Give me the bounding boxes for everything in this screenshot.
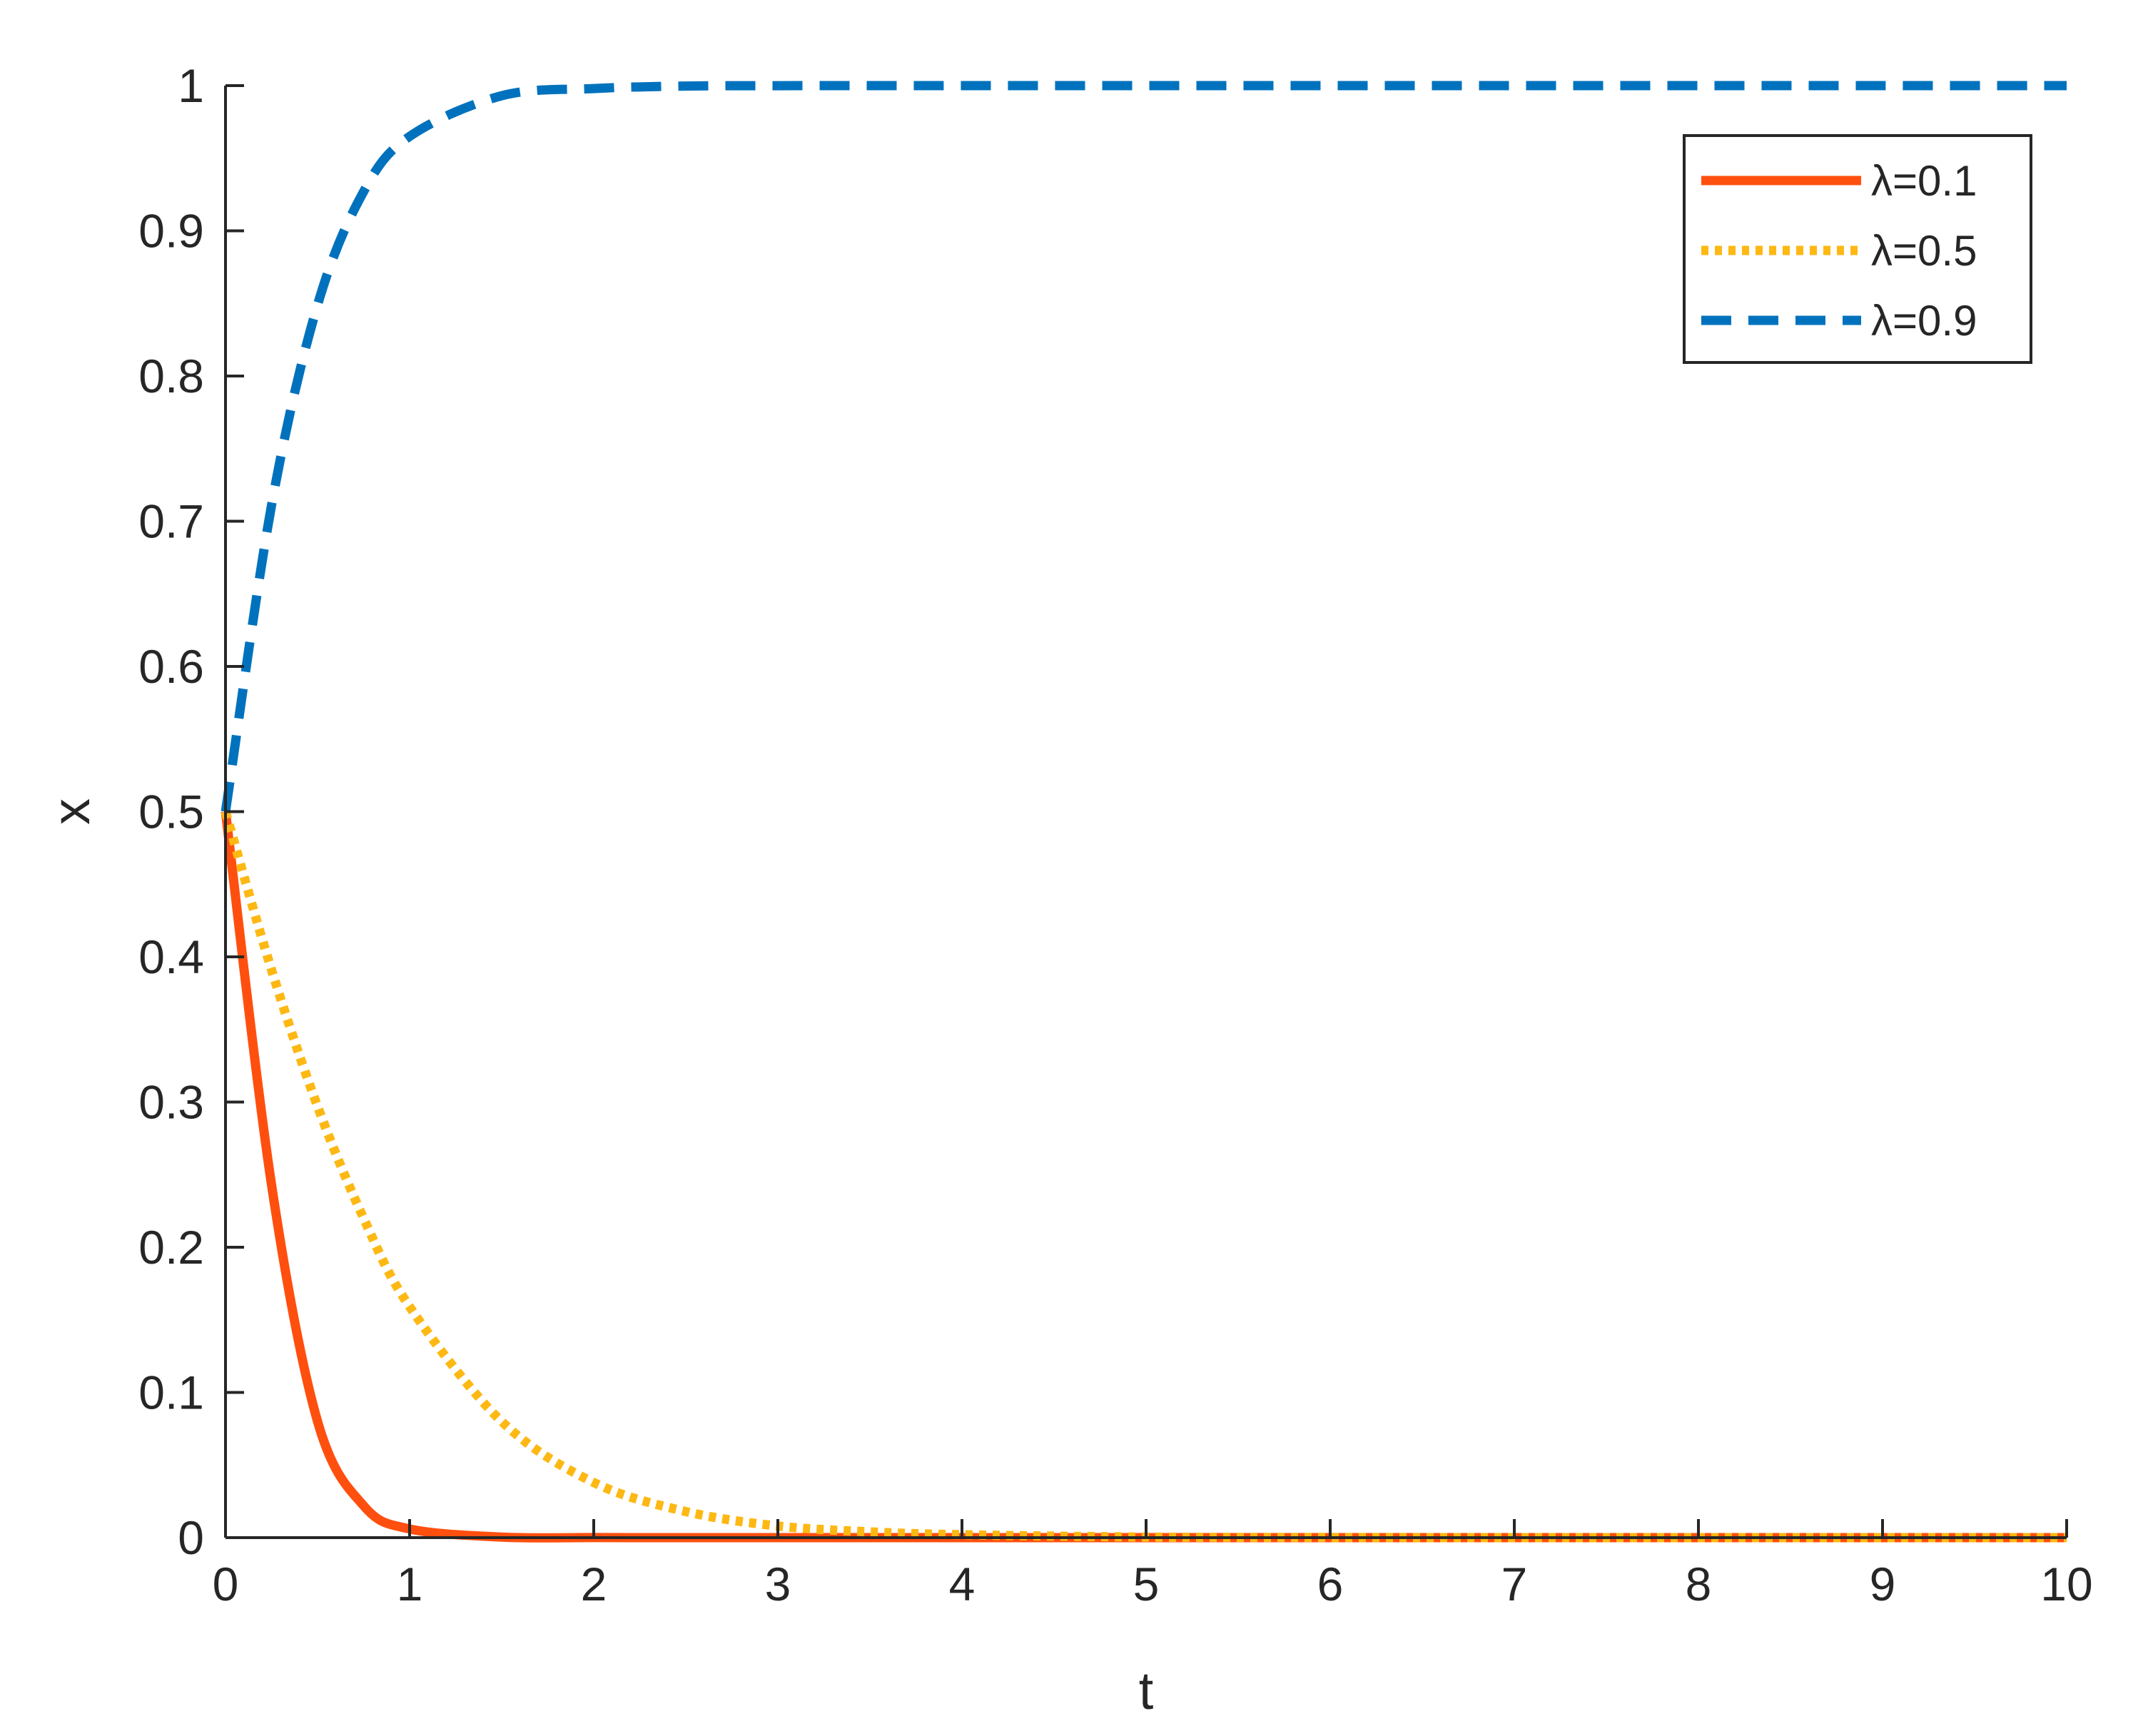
y-tick-label: 0.9 (138, 205, 204, 258)
x-tick-label: 3 (765, 1558, 791, 1610)
series-line-3 (221, 81, 2067, 813)
legend-label-1: λ=0.1 (1871, 157, 1977, 205)
x-tick-label: 8 (1686, 1558, 1712, 1610)
x-tick-label: 0 (213, 1558, 239, 1610)
x-tick-label: 2 (581, 1558, 607, 1610)
x-tick-label: 6 (1317, 1558, 1344, 1610)
x-tick-label: 5 (1133, 1558, 1160, 1610)
y-tick-label: 0.2 (138, 1221, 204, 1274)
x-axis-label: t (1139, 1661, 1154, 1720)
legend-label-3: λ=0.9 (1871, 297, 1977, 345)
x-tick-label: 1 (397, 1558, 423, 1610)
y-axis-label: x (41, 798, 101, 825)
y-tick-label: 0.7 (138, 495, 204, 548)
y-tick-label: 0.4 (138, 930, 204, 983)
legend: λ=0.1 λ=0.5 λ=0.9 (1683, 134, 2032, 364)
x-tick-label: 7 (1501, 1558, 1528, 1610)
plot-area: 0 1 2 3 4 5 6 7 8 9 10 0 0.1 0.2 0.3 0.4 0.5 0.6 0.7 0.8 0.… (138, 59, 2092, 1610)
x-tick-label: 10 (2040, 1558, 2092, 1610)
y-tick-label: 0 (178, 1511, 204, 1564)
x-ticks: 0 1 2 3 4 5 6 7 8 9 10 (213, 1519, 2093, 1610)
y-tick-label: 0.5 (138, 786, 204, 838)
y-tick-label: 1 (178, 59, 204, 112)
series-line-1 (221, 811, 2067, 1543)
y-tick-label: 0.1 (138, 1366, 204, 1419)
y-tick-label: 0.8 (138, 350, 204, 402)
y-tick-label: 0.6 (138, 640, 204, 693)
legend-label-2: λ=0.5 (1871, 227, 1977, 275)
x-tick-label: 9 (1870, 1558, 1896, 1610)
y-tick-label: 0.3 (138, 1076, 204, 1129)
series-line-2 (221, 810, 2067, 1543)
x-tick-label: 4 (949, 1558, 976, 1610)
y-ticks: 0 0.1 0.2 0.3 0.4 0.5 0.6 0.7 0.8 0.9 1 (138, 59, 244, 1564)
